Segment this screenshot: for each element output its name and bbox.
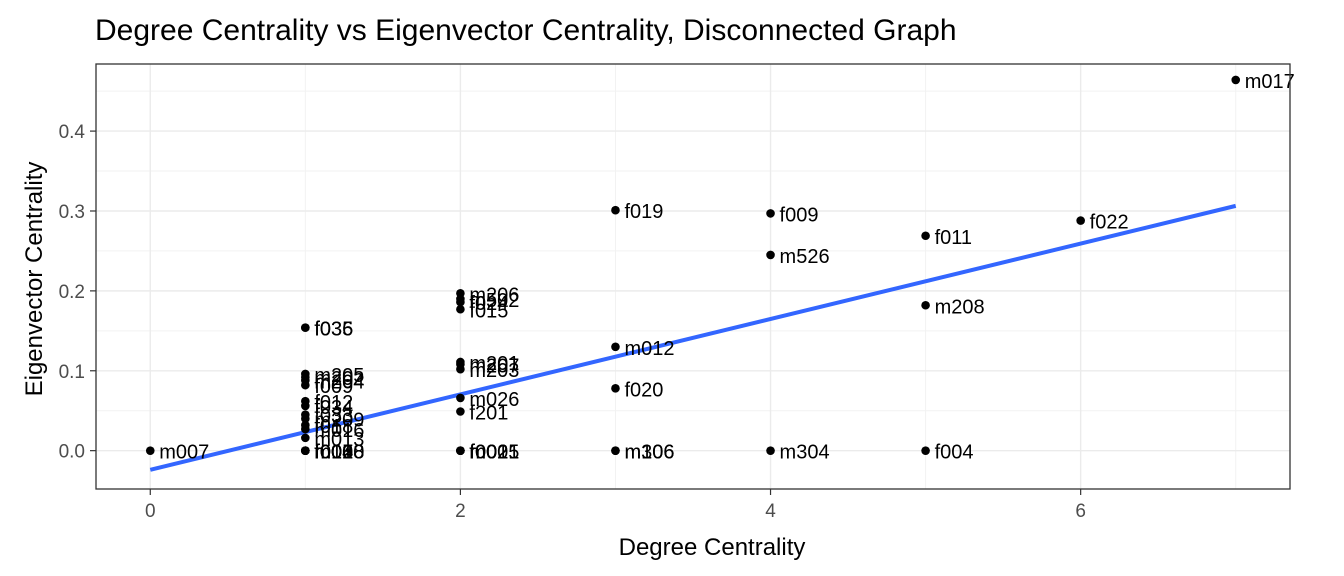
point-label: m017 [1245,71,1295,93]
point-label: m204 [314,371,364,393]
data-point [1076,216,1085,225]
data-points [145,75,1241,455]
point-label: f034 [314,397,353,419]
data-point [611,342,620,352]
point-label: m207 [469,355,519,377]
point-label: m202 [314,368,364,390]
data-point [921,231,930,241]
data-point [301,401,310,411]
point-label: m526 [780,246,830,268]
point-label: f201 [469,403,508,425]
y-tick-label: 0.3 [59,202,85,223]
x-tick-label: 6 [1075,501,1086,522]
point-label: m012 [624,338,674,360]
point-label: m106 [624,442,674,464]
data-point [921,446,930,455]
point-label: m201 [469,353,519,375]
point-label: f012 [314,392,353,414]
point-label: f036 [314,319,353,341]
data-point [921,300,930,310]
point-label: m008 [314,442,364,464]
data-point [766,209,775,218]
data-point [301,380,310,390]
point-label: m028 [314,442,364,464]
data-point [456,297,465,307]
point-label: m306 [624,442,674,464]
point-label: f020 [624,379,663,401]
major-gridlines [96,64,1290,489]
data-point [611,446,620,455]
point-label: f035 [314,319,353,341]
point-label: f033 [314,406,353,428]
data-point [145,446,155,455]
data-point [301,433,310,443]
y-axis-title: Eigenvector Centrality [21,162,48,397]
data-point [301,414,310,423]
point-label: m013 [314,429,364,451]
x-tick-label: 0 [145,501,156,522]
point-label: m206 [469,284,519,306]
point-label: f002 [469,442,508,464]
data-point [611,384,620,393]
point-label: m016 [314,420,364,442]
data-point [1231,75,1241,85]
point-label: m010 [314,442,364,464]
point-label: f024 [469,293,508,315]
data-point [456,393,465,403]
point-label: m209 [314,410,364,432]
data-point [456,407,465,416]
data-point [301,446,310,455]
data-point [456,446,465,455]
x-axis-title: Degree Centrality [619,534,806,561]
data-point [766,446,775,455]
point-label: f022 [1090,212,1129,234]
point-label: f004 [935,442,974,464]
point-label: f015 [469,300,508,322]
point-label: f001 [469,442,508,464]
data-point [301,424,310,434]
data-point [456,304,465,314]
point-label: f003 [314,442,353,464]
data-point [456,364,465,374]
trend-line [149,203,1237,472]
x-tick-label: 4 [765,501,776,522]
point-label: f014 [314,442,353,464]
point-label: m502 [469,290,519,312]
chart-title: Degree Centrality vs Eigenvector Central… [95,14,957,47]
point-label: m304 [780,442,830,464]
data-point [611,205,620,215]
point-label: m205 [314,365,364,387]
y-tick-label: 0.0 [59,442,85,463]
point-label: f011 [935,227,972,249]
point-label: f006 [314,442,353,464]
plot-panel-border [95,63,1291,490]
y-axis: 0.0 0.1 0.2 0.3 0.4 [59,122,96,463]
point-label: f009 [780,204,819,226]
point-label: m007 [159,442,209,464]
point-label: m026 [469,389,519,411]
point-label: f019 [624,201,663,223]
y-tick-label: 0.2 [59,282,85,303]
data-point [301,323,310,332]
point-labels: m017 f019 f009 f022 f011 m526 m208 m012 f020 m306… [159,71,1294,464]
x-tick-label: 2 [455,501,466,522]
minor-gridlines [96,64,1290,489]
point-label: m203 [469,360,519,382]
point-label: f009 [314,376,353,398]
y-tick-label: 0.1 [59,362,85,383]
point-label: m208 [935,296,985,318]
point-label: m005 [469,442,519,464]
point-label: m021 [469,442,519,464]
trend-line-layer [149,203,1237,472]
x-axis: 0 2 4 6 [145,489,1086,522]
y-tick-label: 0.4 [59,122,86,143]
data-point [766,250,775,260]
point-label: f018 [314,416,353,438]
